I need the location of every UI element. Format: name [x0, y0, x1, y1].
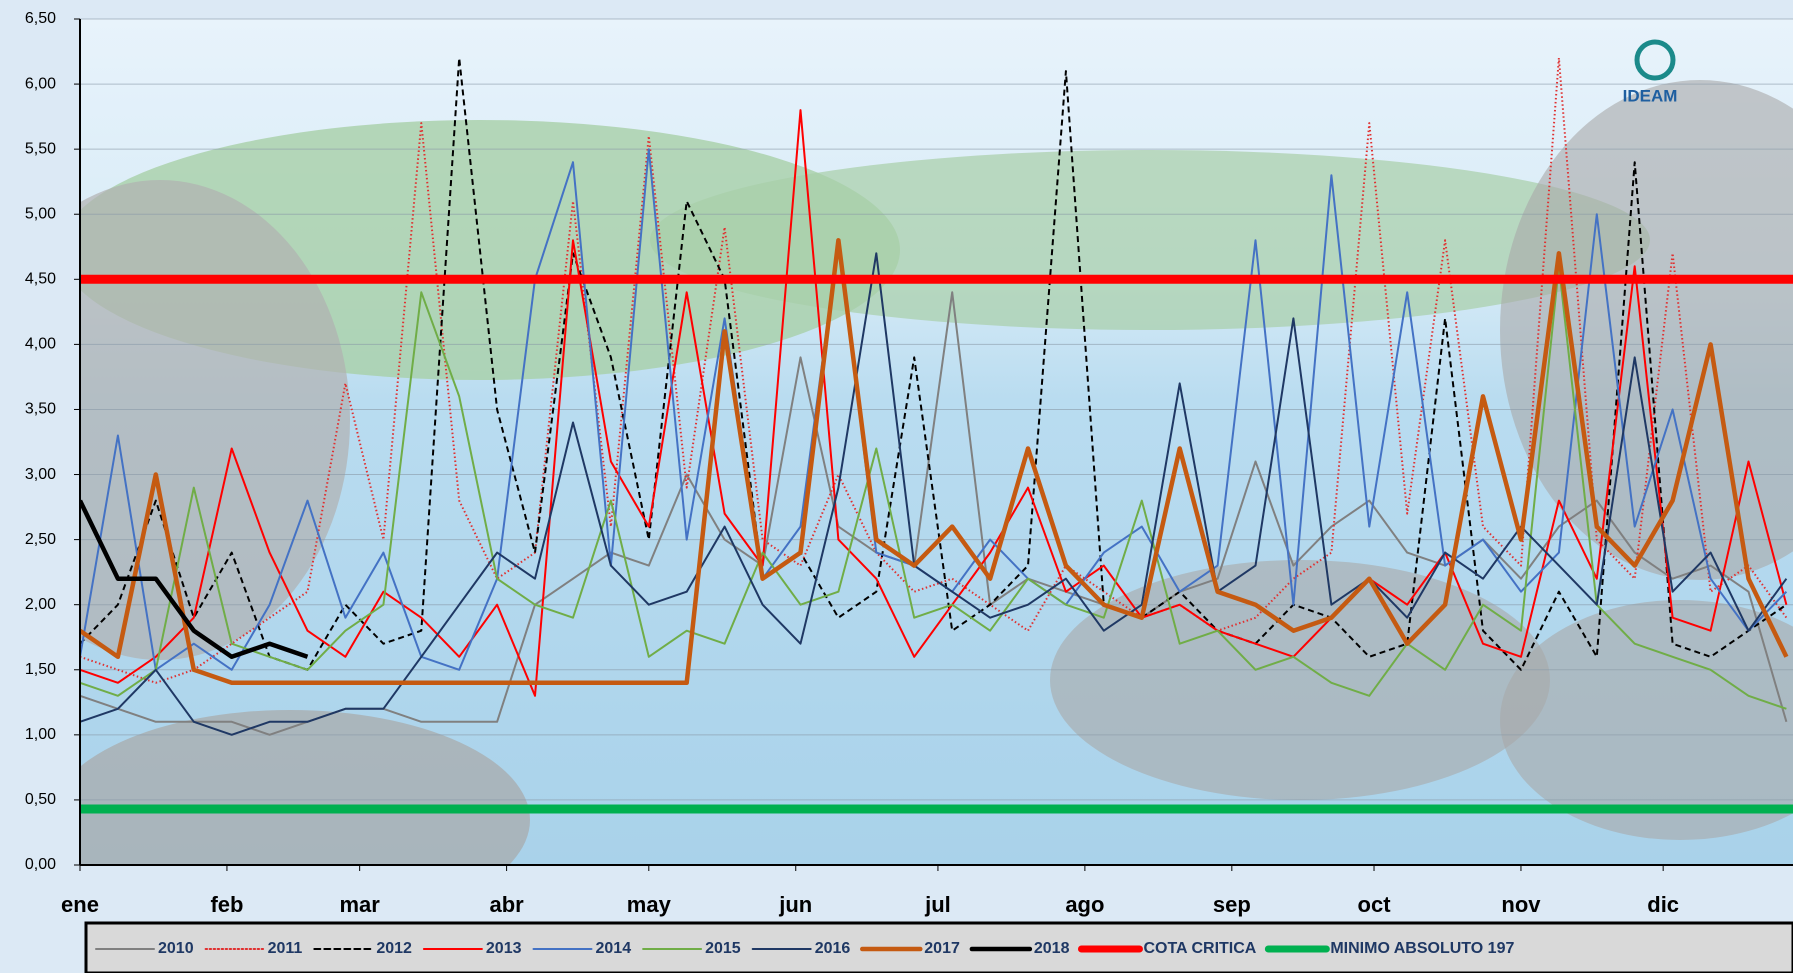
series-line	[80, 265, 1787, 710]
rock	[80, 710, 530, 865]
logo: IDEAM	[1623, 39, 1678, 105]
legend-label: 2015	[705, 940, 741, 957]
x-tick-label: ago	[1065, 892, 1104, 917]
legend-label: MINIMO ABSOLUTO 197	[1330, 940, 1514, 957]
y-tick-label: 0,00	[25, 856, 56, 873]
series-line	[80, 238, 1789, 686]
series-line	[80, 57, 1787, 671]
legend-label: 2012	[376, 940, 412, 957]
x-tick-label: sep	[1213, 892, 1251, 917]
rock	[1500, 80, 1793, 580]
series-line	[80, 252, 1788, 736]
legend-box	[84, 921, 1793, 973]
series-line	[80, 109, 1788, 697]
y-tick-label: 5,50	[25, 140, 56, 157]
x-tick-label: jul	[924, 892, 951, 917]
legend-label: COTA CRITICA	[1143, 940, 1256, 957]
series-lines	[80, 57, 1793, 814]
y-tick-label: 5,00	[25, 205, 56, 222]
legend-label: 2014	[596, 940, 632, 957]
axis-labels: 0,00 0,50 1,00 1,50 2,00 2,50 3,00 3,50 4,00 4,50…	[25, 10, 1679, 917]
y-tick-label: 4,50	[25, 271, 56, 288]
legend-label: 2017	[924, 940, 960, 957]
y-tick-label: 2,50	[25, 531, 56, 548]
y-tick-label: 3,50	[25, 401, 56, 418]
legend-label: 2016	[815, 940, 851, 957]
y-tick-label: 2,00	[25, 596, 56, 613]
x-tick-label: oct	[1358, 892, 1392, 917]
series-line	[80, 57, 1788, 684]
rock	[1500, 600, 1793, 840]
y-tick-label: 1,00	[25, 726, 56, 743]
x-tick-label: ene	[61, 892, 99, 917]
logo-text: IDEAM	[1623, 86, 1678, 105]
y-tick-label: 6,50	[25, 10, 56, 27]
x-tick-label: jun	[778, 892, 812, 917]
rock	[1050, 560, 1550, 800]
y-tick-label: 3,00	[25, 466, 56, 483]
legend-label: 2018	[1034, 940, 1070, 957]
legend: 2010 2011 2012 2013 2014 2015 2016 2017 2018 COTA…	[95, 940, 1514, 957]
logo-icon	[1634, 39, 1676, 81]
series-line	[80, 499, 309, 660]
plot-background	[80, 19, 1793, 865]
x-tick-label: may	[627, 892, 672, 917]
y-tick-label: 6,00	[25, 75, 56, 92]
y-tick-label: 4,00	[25, 336, 56, 353]
legend-label: 2013	[486, 940, 522, 957]
x-tick-label: abr	[489, 892, 524, 917]
hill	[650, 150, 1650, 330]
x-tick-label: nov	[1501, 892, 1541, 917]
legend-label: 2010	[158, 940, 194, 957]
y-tick-label: 1,50	[25, 661, 56, 678]
x-tick-label: feb	[210, 892, 243, 917]
x-tick-label: mar	[339, 892, 380, 917]
y-tick-label: 0,50	[25, 791, 56, 808]
x-tick-label: dic	[1647, 892, 1679, 917]
legend-label: 2011	[268, 940, 303, 957]
